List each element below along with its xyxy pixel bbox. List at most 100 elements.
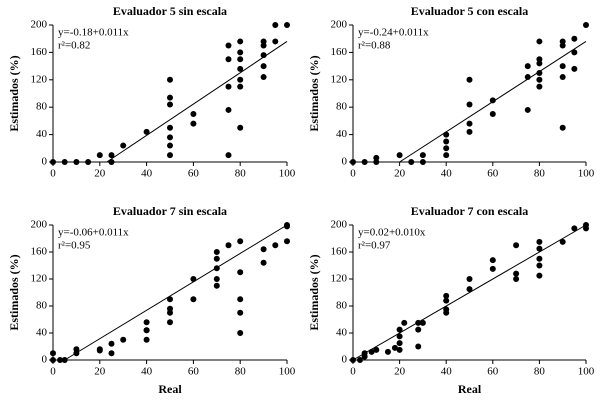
x-tick-label: 80 [235,168,247,180]
point [190,120,197,127]
point [419,159,426,165]
fit-line [352,224,587,361]
x-axis-label: Real [158,382,182,396]
point [536,255,543,262]
point [559,42,566,49]
point [559,63,566,70]
point [260,259,267,266]
x-tick-label: 40 [141,168,153,180]
point [415,343,422,350]
point [213,249,220,255]
x-tick-label: 20 [94,366,106,378]
point [571,65,578,72]
y-tick-label: 160 [331,46,348,58]
annotation: y=-0.18+0.011x [58,27,129,39]
x-tick-label: 80 [534,168,546,180]
point [73,346,80,353]
point [361,350,368,357]
point [466,76,473,83]
y-tick-label: 80 [36,101,48,113]
point [167,319,173,326]
point [396,152,403,159]
point [143,327,150,334]
point [120,336,127,343]
point [260,246,267,253]
point [419,319,426,326]
y-tick-label: 40 [36,128,48,140]
point [489,265,496,272]
point [443,152,450,159]
point [536,38,543,45]
point [536,60,543,67]
point [356,357,363,363]
point [513,276,520,282]
y-axis-label: Estimados (%) [307,254,321,330]
x-tick-label: 20 [394,366,406,378]
y-tick-label: 80 [36,300,48,312]
point [143,128,150,135]
point [108,152,115,159]
fit-line [106,41,288,163]
y-tick-label: 80 [336,300,348,312]
point [237,296,244,303]
point [57,357,64,363]
x-tick-label: 100 [578,168,595,180]
point [466,128,473,135]
x-tick-label: 100 [279,168,296,180]
point [237,56,244,63]
point [190,276,197,282]
y-tick-label: 160 [31,246,48,258]
point [524,106,531,113]
point [401,319,408,326]
y-tick-label: 160 [31,46,48,58]
y-axis-label: Estimados (%) [307,55,321,131]
point [237,38,244,45]
point [536,245,543,252]
y-tick-label: 200 [31,219,48,231]
point [489,257,496,264]
x-tick-label: 20 [94,168,106,180]
point [213,255,220,262]
point [443,306,450,313]
point [272,242,279,249]
point [260,38,267,45]
y-tick-label: 40 [336,128,348,140]
y-tick-label: 200 [331,19,348,31]
point [260,52,267,59]
point [536,238,543,245]
y-tick-label: 0 [342,354,348,366]
y-tick-label: 0 [42,156,48,168]
point [489,111,496,118]
point [396,346,403,353]
point [225,152,232,159]
point [524,63,531,70]
x-tick-label: 60 [487,366,499,378]
point [513,270,520,277]
point [373,346,380,353]
point [167,134,173,141]
point [73,159,80,165]
point [272,38,279,45]
y-tick-label: 120 [331,73,348,85]
point [237,330,244,336]
y-axis-label: Estimados (%) [7,55,21,131]
point [583,22,589,28]
y-tick-label: 160 [331,246,348,258]
point [536,76,543,83]
point [536,83,543,90]
x-tick-label: 0 [50,366,56,378]
point [50,357,56,363]
point [524,74,531,81]
point [237,83,244,90]
point [443,145,450,152]
point [559,238,566,245]
point [50,350,56,357]
point [350,159,356,165]
point [108,159,115,165]
point [167,94,173,101]
y-tick-label: 200 [31,19,48,31]
annotation: r²=0.88 [358,40,391,52]
point [571,49,578,56]
y-tick-label: 40 [36,327,48,339]
